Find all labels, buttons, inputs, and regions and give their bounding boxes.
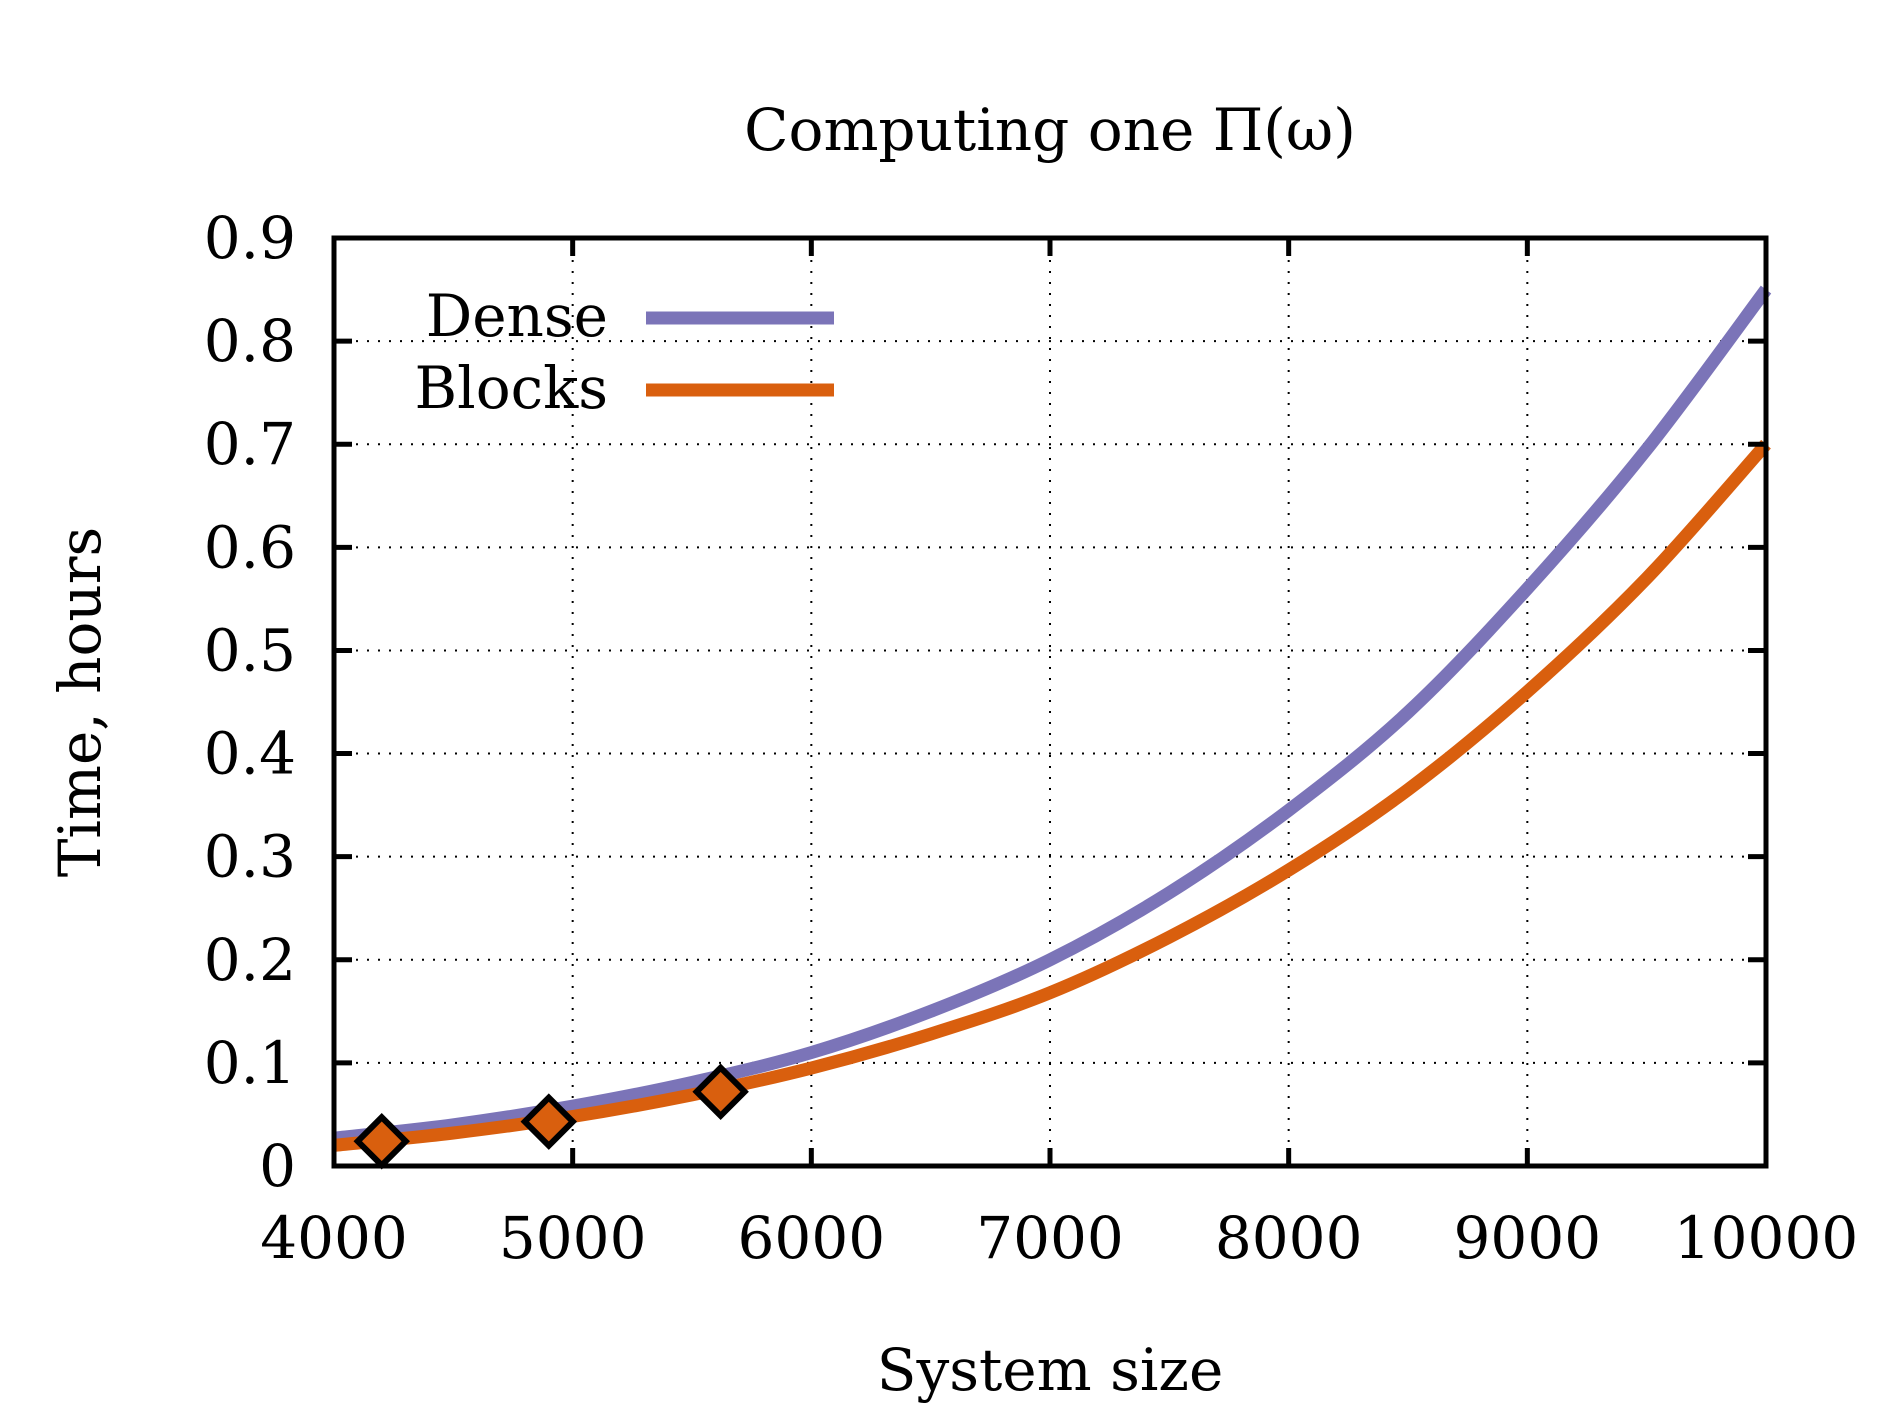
x-tick-label: 6000 xyxy=(738,1204,886,1272)
data-point-marker xyxy=(520,1093,578,1150)
series-line-blocks xyxy=(333,439,1771,1152)
x-tick-label: 8000 xyxy=(1215,1204,1363,1272)
y-tick-label: 0 xyxy=(259,1132,296,1200)
data-point-marker xyxy=(353,1113,410,1170)
x-axis-label: System size xyxy=(877,1336,1224,1404)
y-tick-label: 0.2 xyxy=(204,926,296,994)
y-tick-label: 0.4 xyxy=(204,720,296,788)
x-tick-label: 7000 xyxy=(976,1204,1124,1272)
series-line-dense xyxy=(333,285,1772,1145)
legend-label-dense: Dense xyxy=(426,282,608,350)
legend-label-blocks: Blocks xyxy=(415,354,608,422)
y-tick-label: 0.9 xyxy=(204,204,296,272)
chart-title: Computing one Π(ω) xyxy=(744,96,1356,164)
y-tick-label: 0.8 xyxy=(204,307,296,375)
x-tick-label: 10000 xyxy=(1674,1204,1859,1272)
y-tick-label: 0.5 xyxy=(204,616,296,684)
axis-ticks: 4000 5000 6000 7000 8000 9000 10000 0 0.1 0.2 0.3 0… xyxy=(204,204,1859,1272)
y-tick-label: 0.3 xyxy=(204,823,296,891)
x-tick-label: 4000 xyxy=(260,1204,408,1272)
x-tick-label: 9000 xyxy=(1454,1204,1602,1272)
y-tick-label: 0.1 xyxy=(204,1029,296,1097)
x-tick-label: 5000 xyxy=(499,1204,647,1272)
y-axis-label: Time, hours xyxy=(46,527,114,878)
y-tick-label: 0.7 xyxy=(204,410,296,478)
y-tick-label: 0.6 xyxy=(204,513,296,581)
plot-data xyxy=(333,285,1772,1170)
data-point-marker xyxy=(692,1063,749,1121)
